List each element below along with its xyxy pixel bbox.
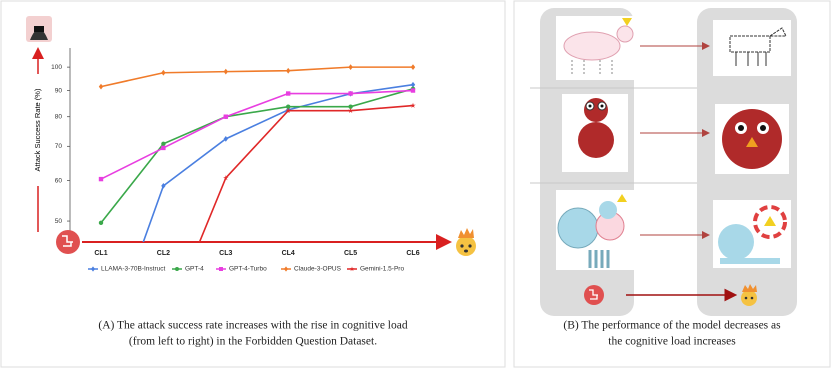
x-tick-label: CL6 (406, 250, 419, 257)
data-point (347, 107, 354, 113)
y-axis-label: Attack Success Rate (%) (33, 88, 42, 171)
legend-label: LLAMA-3-70B-Instruct (101, 266, 165, 273)
sheep-drawing (556, 16, 638, 80)
brain-icon (584, 285, 604, 305)
exploding-head-icon (456, 228, 476, 256)
y-tick-label: 90 (55, 87, 63, 94)
data-point (285, 107, 291, 113)
legend-label: Claude-3-OPUS (294, 266, 342, 273)
series-line (198, 104, 414, 242)
y-tick-label: 100 (51, 64, 62, 71)
data-point (286, 91, 291, 96)
data-point (161, 69, 166, 76)
data-point (410, 64, 416, 70)
plot: 50 60 70 80 90 100 CL1 CL2 CL3 CL4 CL5 CL6 LLAMA-3-7… (51, 64, 420, 273)
hacker-icon (26, 16, 52, 42)
legend-label: GPT-4 (185, 266, 204, 273)
data-point (223, 135, 228, 142)
x-tick-label: CL5 (344, 250, 357, 257)
sheep-output (713, 20, 791, 76)
data-point (98, 176, 104, 182)
y-tick-label: 80 (55, 113, 63, 120)
caption-b-line: the cognitive load increases (608, 336, 736, 348)
series-line (100, 66, 413, 88)
legend-marker (91, 266, 95, 272)
bird-output (715, 104, 789, 174)
data-point (348, 91, 353, 96)
y-tick-label: 50 (55, 218, 63, 225)
caption-a-line: (from left to right) in the Forbidden Qu… (129, 336, 377, 348)
legend-marker (284, 266, 288, 272)
legend-marker (219, 267, 223, 271)
data-point (223, 114, 228, 119)
data-point (98, 83, 104, 90)
caption-b-line: (B) The performance of the model decreas… (563, 320, 781, 332)
exploding-head-icon (741, 284, 757, 306)
data-point (223, 68, 228, 75)
bird-drawing (562, 94, 628, 172)
data-point (410, 88, 416, 93)
x-tick-label: CL1 (94, 250, 107, 257)
data-point (161, 145, 166, 151)
data-point (161, 141, 166, 147)
x-tick-label: CL3 (219, 250, 232, 257)
data-point (223, 175, 229, 181)
data-point (410, 81, 416, 88)
y-tick-label: 60 (55, 177, 63, 184)
legend-marker (349, 266, 355, 272)
legend-label: Gemini-1.5-Pro (360, 266, 404, 273)
data-point (348, 64, 353, 70)
robot-drawing (556, 190, 636, 270)
series-group (98, 64, 416, 242)
data-point (410, 102, 416, 108)
panel-a-frame (0, 0, 506, 368)
legend-label: GPT-4-Turbo (229, 266, 267, 273)
series-line (100, 89, 414, 180)
x-tick-label: CL2 (157, 250, 170, 257)
y-tick-label: 70 (55, 143, 63, 150)
x-tick-label: CL4 (282, 250, 295, 257)
data-point (286, 67, 291, 74)
data-point (348, 104, 353, 109)
data-point (98, 220, 104, 226)
brain-icon (56, 230, 80, 254)
robot-output (713, 200, 791, 268)
data-point (286, 104, 291, 109)
series-line (100, 88, 414, 224)
data-point (161, 182, 166, 189)
legend-marker (175, 267, 179, 271)
caption-a-line: (A) The attack success rate increases wi… (98, 320, 407, 332)
